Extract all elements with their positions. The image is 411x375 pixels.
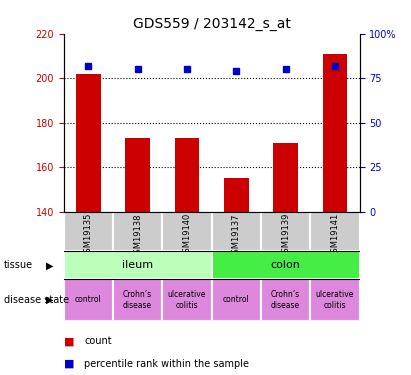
Text: ulcerative
colitis: ulcerative colitis (316, 290, 354, 310)
Bar (261, 212, 310, 251)
Text: colon: colon (271, 260, 300, 270)
Bar (212, 251, 360, 279)
Text: GSM19141: GSM19141 (330, 213, 339, 258)
Text: tissue: tissue (4, 260, 33, 270)
Bar (310, 212, 360, 251)
Text: ■: ■ (64, 336, 74, 346)
Text: ▶: ▶ (46, 260, 53, 270)
Bar (261, 279, 310, 321)
Text: GSM19137: GSM19137 (232, 213, 241, 258)
Text: percentile rank within the sample: percentile rank within the sample (84, 359, 249, 369)
Text: control: control (75, 296, 102, 304)
Bar (64, 212, 113, 251)
Bar (323, 54, 347, 212)
Text: disease state: disease state (4, 295, 69, 305)
Text: control: control (223, 296, 250, 304)
Text: GSM19138: GSM19138 (133, 213, 142, 258)
Text: GSM19140: GSM19140 (182, 213, 192, 258)
Bar (113, 279, 162, 321)
Bar (64, 251, 212, 279)
Bar (175, 138, 199, 212)
Text: GSM19139: GSM19139 (281, 213, 290, 258)
Bar (224, 178, 249, 212)
Bar (76, 74, 101, 212)
Bar (310, 279, 360, 321)
Text: ulcerative
colitis: ulcerative colitis (168, 290, 206, 310)
Text: ▶: ▶ (46, 295, 53, 305)
Text: ileum: ileum (122, 260, 153, 270)
Text: Crohn’s
disease: Crohn’s disease (123, 290, 152, 310)
Bar (113, 212, 162, 251)
Bar (212, 279, 261, 321)
Bar (125, 138, 150, 212)
Text: Crohn’s
disease: Crohn’s disease (271, 290, 300, 310)
Text: ■: ■ (64, 359, 74, 369)
Text: count: count (84, 336, 112, 346)
Bar (212, 212, 261, 251)
Bar (162, 279, 212, 321)
Text: GSM19135: GSM19135 (84, 213, 93, 258)
Bar (64, 279, 113, 321)
Title: GDS559 / 203142_s_at: GDS559 / 203142_s_at (133, 17, 291, 32)
Bar (273, 143, 298, 212)
Bar (162, 212, 212, 251)
